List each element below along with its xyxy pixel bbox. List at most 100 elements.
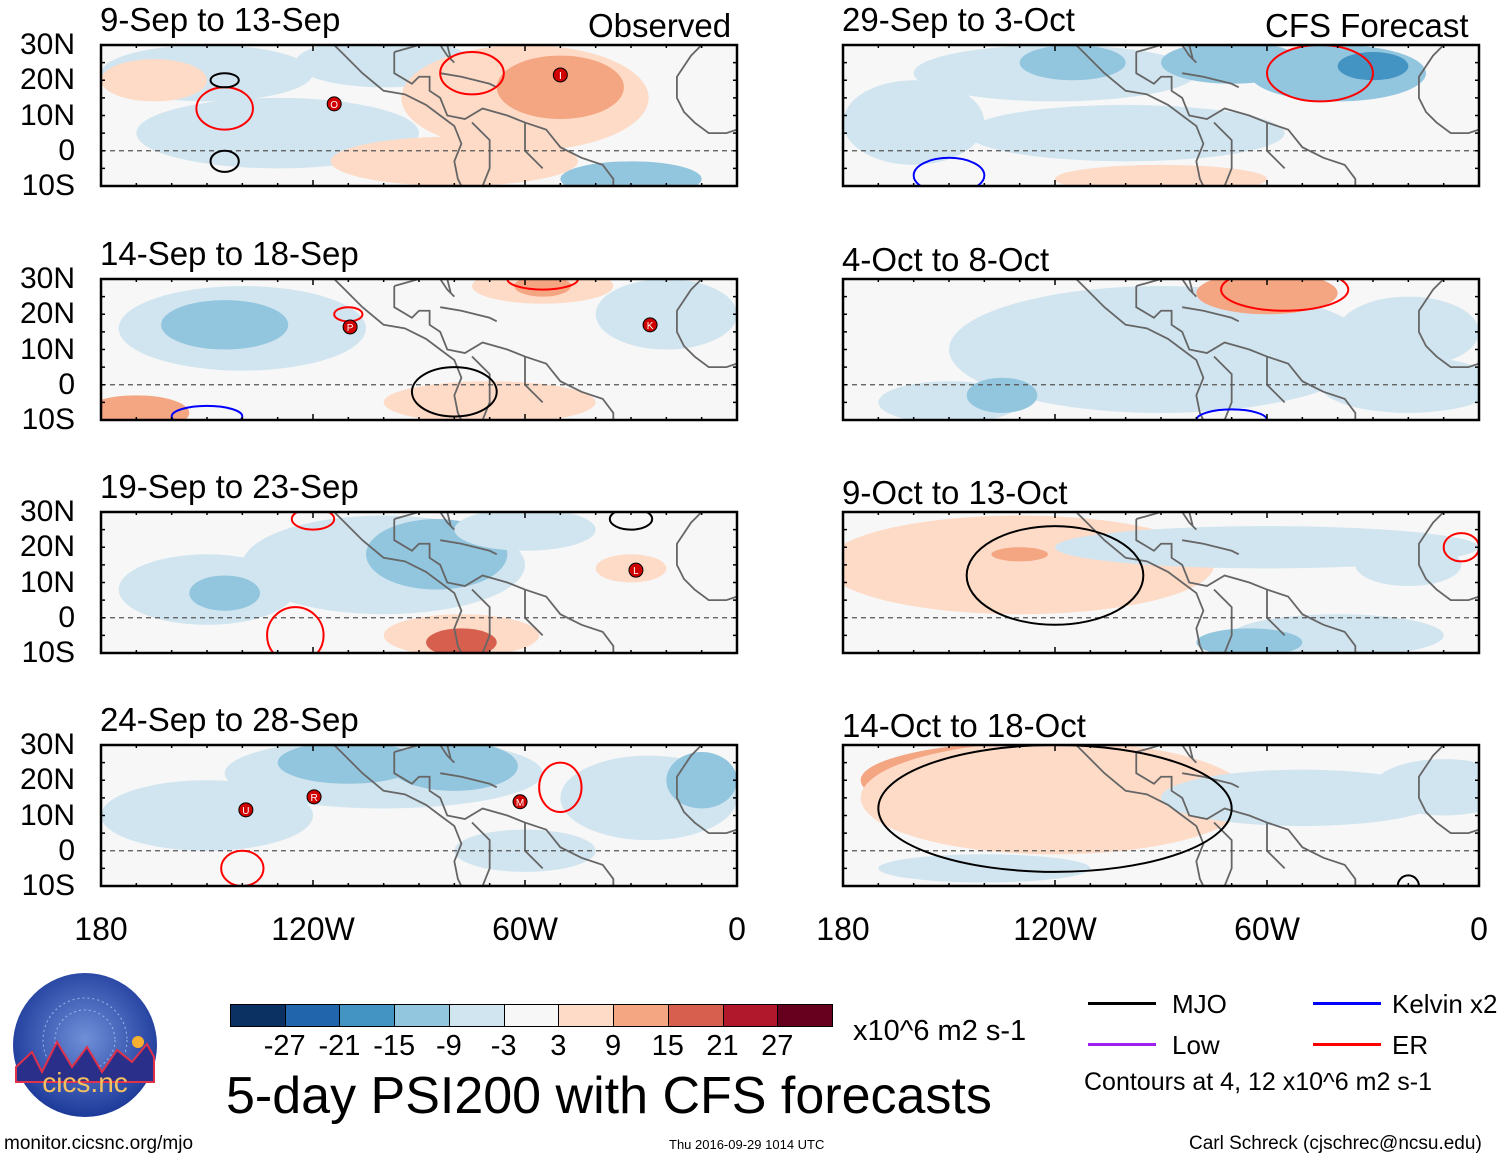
figure-title: 5-day PSI200 with CFS forecasts bbox=[226, 1067, 992, 1125]
anomaly-region bbox=[161, 300, 289, 350]
coastline bbox=[1074, 279, 1205, 420]
colorbar-swatch bbox=[284, 1004, 341, 1027]
lat-label: 10N bbox=[19, 798, 75, 832]
lat-label: 20N bbox=[19, 297, 75, 331]
panel-title: 24-Sep to 28-Sep bbox=[100, 701, 359, 738]
footer-url[interactable]: monitor.cicsnc.org/mjo bbox=[4, 1133, 194, 1154]
anomaly-region bbox=[991, 547, 1048, 562]
colorbar-label: -15 bbox=[373, 1030, 416, 1062]
coastline bbox=[393, 286, 615, 420]
legend-mjo-line bbox=[1088, 1002, 1156, 1005]
storm-label: P bbox=[347, 323, 354, 334]
coastline bbox=[394, 279, 455, 298]
anomaly-region bbox=[1019, 45, 1126, 81]
coastline bbox=[1136, 45, 1197, 64]
lat-label: 20N bbox=[19, 763, 75, 797]
tropical-cyclone-marker[interactable]: L bbox=[628, 562, 644, 578]
tropical-cyclone-marker[interactable]: I bbox=[552, 67, 568, 83]
storm-label: I bbox=[559, 71, 562, 82]
map-panel: U R M bbox=[99, 743, 739, 888]
lat-label: 30N bbox=[19, 728, 75, 761]
storm-label: U bbox=[242, 806, 249, 817]
coastline bbox=[1136, 745, 1197, 764]
contour-line bbox=[912, 156, 986, 186]
tropical-cyclone-marker[interactable]: R bbox=[306, 789, 322, 805]
coastline bbox=[394, 512, 455, 531]
contour-line bbox=[209, 72, 240, 89]
panel-title: 29-Sep to 3-Oct bbox=[842, 1, 1075, 38]
storm-label: R bbox=[310, 793, 317, 804]
coastline bbox=[394, 745, 455, 764]
contour-line bbox=[965, 525, 1145, 626]
coastline bbox=[1213, 121, 1233, 186]
tropical-cyclone-marker[interactable]: O bbox=[326, 96, 342, 112]
anomaly-region bbox=[1055, 164, 1267, 186]
tropical-cyclone-marker[interactable]: K bbox=[642, 317, 658, 333]
lon-label: 120W bbox=[271, 911, 355, 947]
storm-label: O bbox=[330, 100, 338, 111]
anomaly-region bbox=[843, 80, 985, 165]
legend-low-line bbox=[1088, 1043, 1156, 1046]
anomaly-region bbox=[1355, 543, 1462, 587]
tropical-cyclone-marker[interactable]: M bbox=[512, 794, 528, 810]
anomaly-region bbox=[1337, 52, 1409, 81]
lat-label: 10S bbox=[21, 169, 75, 202]
coastline bbox=[332, 512, 463, 653]
coastline bbox=[1135, 52, 1357, 186]
coastline bbox=[1135, 752, 1357, 886]
lat-label: 10S bbox=[21, 869, 75, 902]
coastline bbox=[471, 821, 491, 886]
lat-label: 30N bbox=[19, 262, 75, 295]
coastline bbox=[440, 772, 498, 789]
map-panel bbox=[841, 743, 1481, 888]
anomaly-region bbox=[101, 395, 190, 420]
coastline bbox=[1213, 821, 1233, 886]
tropical-cyclone-marker[interactable]: U bbox=[238, 802, 254, 818]
colorbar-swatch bbox=[394, 1004, 450, 1027]
coastline bbox=[676, 512, 737, 602]
panel-title: 14-Oct to 18-Oct bbox=[842, 707, 1086, 744]
storm-label: M bbox=[516, 798, 524, 809]
legend-er: ER bbox=[1392, 1030, 1429, 1060]
colorbar-swatch bbox=[558, 1004, 615, 1027]
coastline bbox=[1213, 355, 1233, 420]
map-panel: L bbox=[99, 510, 739, 655]
anomaly-region bbox=[189, 575, 260, 611]
legend-er-line bbox=[1313, 1043, 1381, 1046]
coastline bbox=[1074, 745, 1205, 886]
observed-header: Observed bbox=[588, 7, 732, 44]
coastline bbox=[393, 52, 615, 186]
map-panel bbox=[841, 510, 1481, 655]
colorbar-swatch bbox=[339, 1004, 396, 1027]
anomaly-region bbox=[860, 745, 1250, 855]
lat-label: 0 bbox=[58, 133, 75, 167]
coastline bbox=[1418, 745, 1479, 835]
anomaly-region bbox=[1320, 356, 1479, 413]
lat-label: 0 bbox=[58, 367, 75, 401]
coastline bbox=[332, 279, 463, 420]
map-panel: OI bbox=[99, 43, 739, 188]
coastline bbox=[440, 306, 498, 323]
colorbar-label: -27 bbox=[263, 1030, 306, 1062]
lat-label: 0 bbox=[58, 600, 75, 634]
panel-title: 4-Oct to 8-Oct bbox=[842, 241, 1050, 278]
colorbar-swatch bbox=[777, 1004, 833, 1027]
colorbar-label: 9 bbox=[605, 1030, 622, 1062]
coastline bbox=[1135, 286, 1357, 420]
contour-line bbox=[209, 149, 240, 173]
tropical-cyclone-marker[interactable]: P bbox=[342, 319, 358, 335]
coastline bbox=[471, 121, 491, 186]
forecast-header: CFS Forecast bbox=[1265, 7, 1469, 44]
cics-logo: cics.nc bbox=[13, 973, 157, 1117]
lat-label: 10N bbox=[19, 98, 75, 132]
map-panel bbox=[841, 43, 1481, 188]
anomaly-region bbox=[496, 55, 624, 120]
coastline bbox=[1074, 45, 1205, 186]
lat-label: 20N bbox=[19, 530, 75, 564]
legend-kelvin-line bbox=[1313, 1002, 1381, 1005]
storm-label: K bbox=[647, 321, 654, 332]
panel-title: 9-Sep to 13-Sep bbox=[100, 1, 341, 38]
lat-label: 30N bbox=[19, 28, 75, 61]
anomaly-region bbox=[426, 628, 497, 653]
coastline bbox=[1136, 512, 1197, 531]
